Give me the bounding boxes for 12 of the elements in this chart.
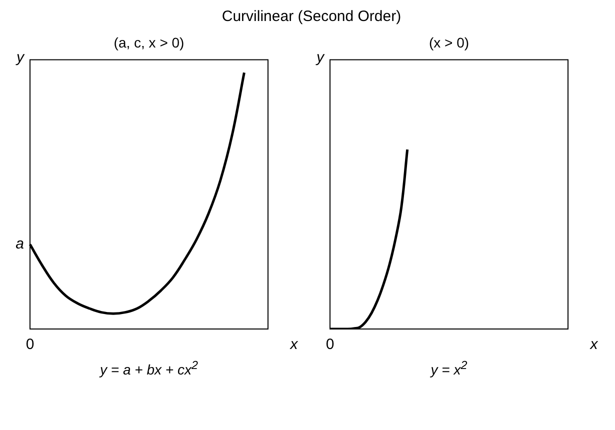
chart-subtitle: (a, c, x > 0) — [114, 34, 184, 50]
text: y = x$^{2}$ — [429, 359, 468, 378]
chart-subtitle: (x > 0) — [428, 34, 470, 50]
x-axis-title: x — [589, 336, 598, 354]
x-axis-title: x — [289, 336, 298, 354]
text: a — [16, 236, 24, 253]
text: Curvilinear (Second Order) — [220, 8, 402, 25]
text: y = a + bx + cx$^{2}$ — [98, 359, 199, 378]
y-axis-title: y — [16, 48, 26, 66]
text: 0 — [326, 336, 334, 354]
y-axis-title: y — [316, 48, 326, 66]
text: 0 — [26, 336, 34, 354]
